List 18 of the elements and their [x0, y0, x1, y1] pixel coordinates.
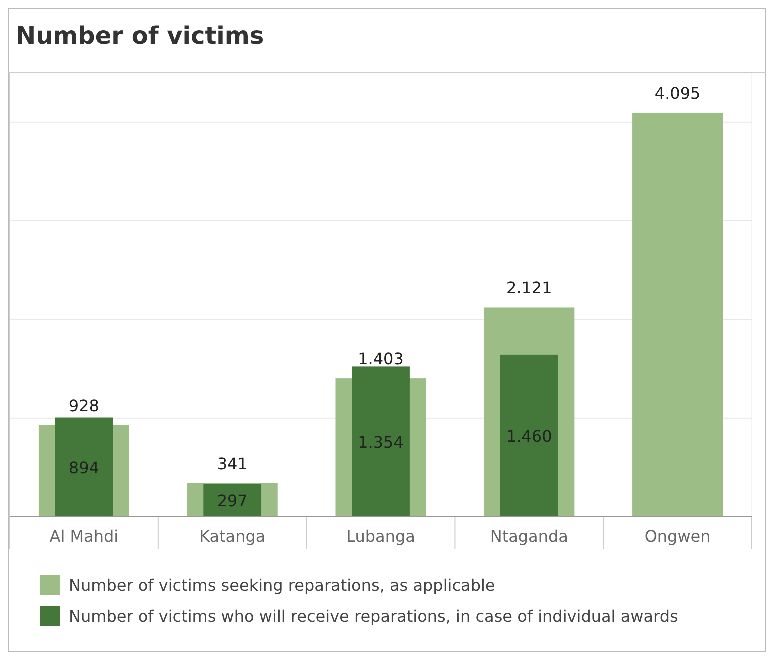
data-label: 894 [68, 458, 100, 478]
bar [632, 112, 724, 517]
x-tick-label: Ongwen [644, 527, 711, 546]
data-label: 1.403 [358, 350, 404, 369]
data-label: 2.121 [506, 278, 552, 298]
legend-label: Number of victims who will receive reparations, in case of individual awards [69, 607, 678, 626]
x-tick-label: Katanga [200, 527, 266, 546]
data-label: 1.354 [358, 432, 404, 452]
x-tick-label: Al Mahdi [50, 527, 119, 546]
data-label: 4.095 [654, 84, 701, 103]
x-tick-label: Lubanga [346, 527, 416, 546]
chart-title: Number of victims [16, 22, 264, 50]
data-label: 928 [68, 396, 100, 416]
data-label: 297 [217, 492, 248, 511]
x-tick-label: Ntaganda [490, 527, 568, 546]
legend-label: Number of victims seeking reparations, as applicable [69, 576, 496, 595]
data-label: 1.460 [506, 426, 552, 446]
data-label: 341 [217, 454, 248, 474]
